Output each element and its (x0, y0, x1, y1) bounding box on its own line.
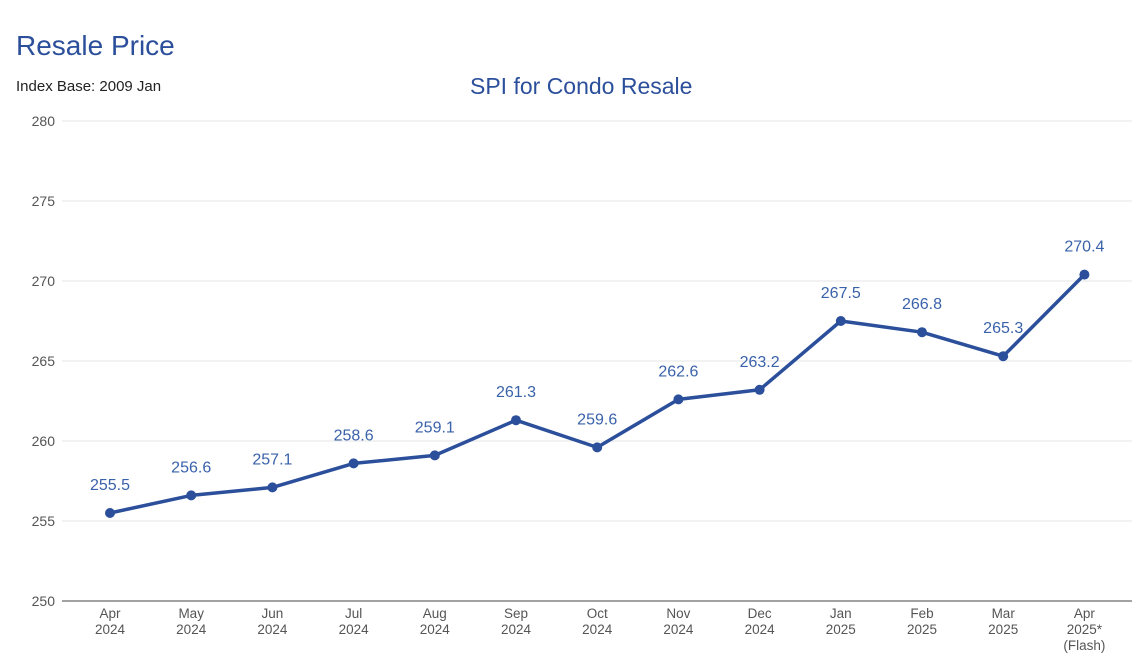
index-base-note: Index Base: 2009 Jan (16, 78, 162, 95)
x-tick-label: Aug (423, 606, 447, 621)
data-label: 262.6 (658, 363, 698, 380)
x-tick-label: 2024 (257, 622, 288, 637)
x-tick-label: 2024 (745, 622, 776, 637)
x-tick-label: Apr (1074, 606, 1096, 621)
x-tick-label: Jun (262, 606, 284, 621)
chart-title: SPI for Condo Resale (470, 73, 693, 99)
data-point (429, 450, 440, 461)
data-point (998, 351, 1009, 362)
x-tick-label: Sep (504, 606, 528, 621)
x-tick-label: 2024 (420, 622, 451, 637)
x-tick-label: 2024 (663, 622, 694, 637)
y-tick-label: 255 (32, 513, 56, 529)
y-tick-label: 270 (32, 273, 56, 289)
x-tick-label: 2025* (1067, 622, 1103, 637)
x-tick-label: 2024 (176, 622, 207, 637)
x-tick-label: Mar (992, 606, 1016, 621)
x-tick-label: 2024 (501, 622, 532, 637)
data-point (1079, 269, 1090, 280)
data-label: 259.1 (415, 419, 455, 436)
x-tick-label: Feb (910, 606, 933, 621)
x-tick-label: Oct (587, 606, 608, 621)
data-point (673, 394, 684, 405)
data-label: 261.3 (496, 384, 536, 401)
data-point (267, 482, 278, 493)
data-label: 259.6 (577, 411, 617, 428)
gridlines (62, 120, 1132, 522)
data-label: 257.1 (252, 451, 292, 468)
x-tick-label: 2025 (907, 622, 937, 637)
data-point (917, 327, 927, 338)
data-point (592, 442, 603, 453)
x-tick-label: (Flash) (1063, 638, 1105, 653)
data-label: 267.5 (821, 285, 861, 302)
data-label: 255.5 (90, 477, 130, 494)
y-tick-label: 280 (32, 113, 56, 129)
x-tick-label: Jul (345, 606, 362, 621)
x-tick-label: 2025 (988, 622, 1018, 637)
data-point (754, 384, 765, 395)
x-tick-label: 2024 (582, 622, 613, 637)
x-tick-label: 2024 (95, 622, 126, 637)
x-tick-label: Dec (748, 606, 772, 621)
y-tick-label: 265 (32, 353, 56, 369)
x-axis: Apr2024May2024Jun2024Jul2024Aug2024Sep20… (62, 600, 1132, 653)
data-label: 266.8 (902, 296, 942, 313)
x-tick-label: 2024 (339, 622, 370, 637)
x-tick-label: Apr (99, 606, 121, 621)
x-tick-label: May (178, 606, 204, 621)
y-tick-label: 250 (32, 593, 56, 609)
data-label: 265.3 (983, 320, 1023, 337)
data-point (835, 316, 846, 326)
x-tick-label: 2025 (826, 622, 856, 637)
page-title: Resale Price (16, 30, 175, 61)
data-label: 270.4 (1064, 239, 1104, 256)
data-labels: 255.5 256.6 257.1 258.6 259.1 261.3 259.6 262.6… (90, 239, 1105, 494)
data-label: 263.2 (740, 354, 780, 371)
y-axis: 250 255 260 265 270 275 280 (32, 113, 56, 609)
y-tick-label: 275 (32, 193, 56, 209)
data-label: 258.6 (334, 427, 374, 444)
x-tick-label: Jan (830, 606, 852, 621)
x-tick-label: Nov (666, 606, 690, 621)
data-point (186, 490, 197, 501)
data-point (511, 415, 521, 426)
data-label: 256.6 (171, 459, 211, 476)
data-point (105, 508, 115, 518)
data-point (348, 458, 359, 469)
y-tick-label: 260 (32, 433, 56, 449)
series (105, 269, 1090, 518)
